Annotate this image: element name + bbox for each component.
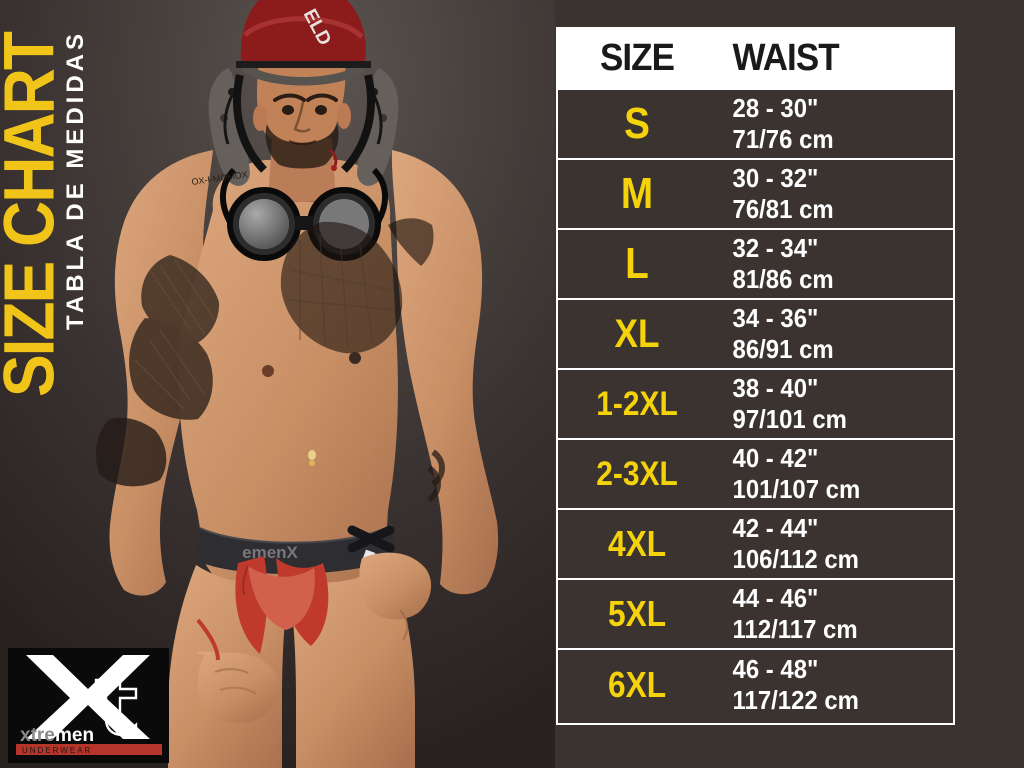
svg-text:emenX: emenX [242, 543, 298, 562]
svg-text:men: men [55, 725, 94, 746]
svg-text:xtre: xtre [20, 725, 55, 746]
svg-text:UNDERWEAR: UNDERWEAR [22, 746, 92, 755]
